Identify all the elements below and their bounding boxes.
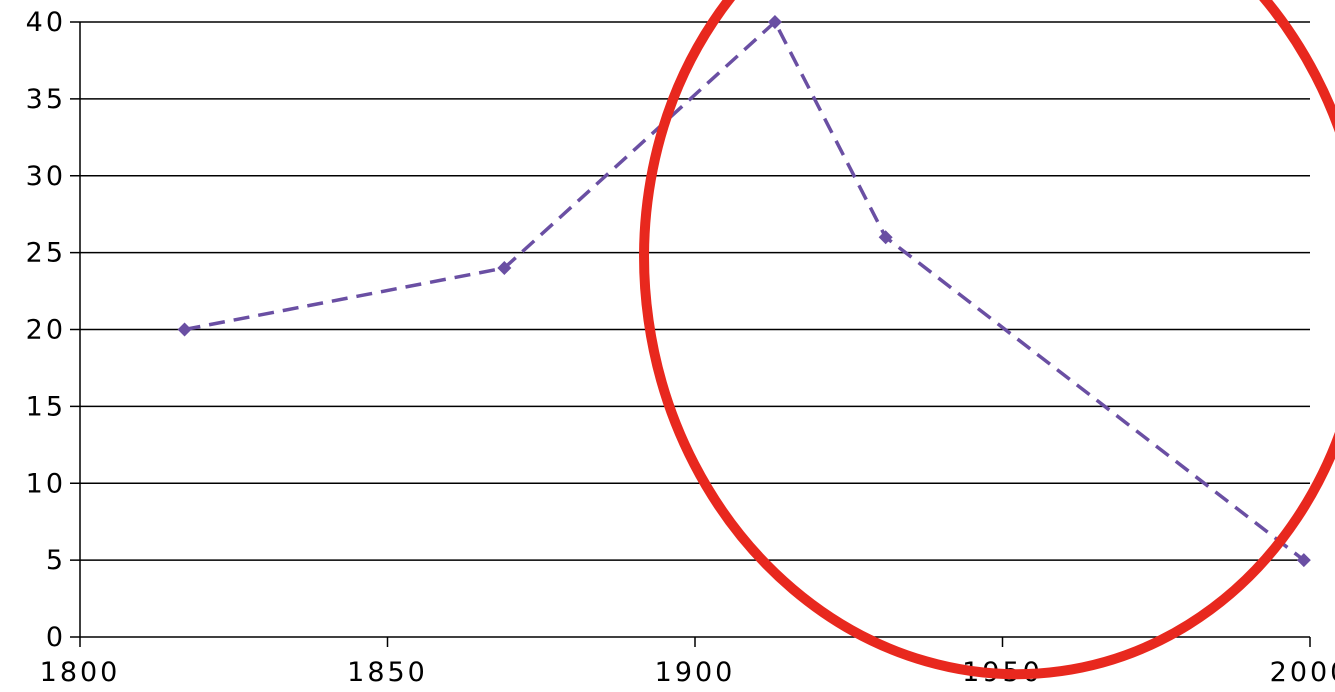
- y-tick-label-0: 0: [46, 622, 66, 653]
- y-tick-label-40: 40: [26, 7, 66, 38]
- y-tick-label-30: 30: [26, 161, 66, 192]
- data-series: [177, 15, 1311, 568]
- series-line-0: [184, 20, 1305, 562]
- axes: [70, 21, 1311, 647]
- x-tick-label-1800: 1800: [40, 657, 121, 688]
- y-tick-label-25: 25: [26, 238, 66, 269]
- data-point-1817: [177, 322, 192, 337]
- y-tick-label-15: 15: [26, 391, 66, 422]
- tick-labels: 051015202530354018001850190019502000: [26, 7, 1335, 688]
- y-tick-label-5: 5: [46, 545, 66, 576]
- x-tick-label-1900: 1900: [655, 657, 736, 688]
- y-tick-label-20: 20: [26, 315, 66, 346]
- annotation-layer: [639, 0, 1335, 680]
- data-point-1999: [1296, 553, 1311, 568]
- gridlines: [80, 21, 1310, 561]
- data-point-1869: [497, 261, 512, 275]
- data-point-1931: [878, 230, 893, 245]
- y-tick-label-35: 35: [26, 84, 66, 115]
- data-point-1913: [767, 15, 782, 29]
- x-tick-label-1850: 1850: [347, 657, 428, 688]
- y-tick-label-10: 10: [26, 468, 66, 499]
- annotation-ellipse: [639, 0, 1335, 680]
- x-tick-label-2000: 2000: [1270, 657, 1335, 688]
